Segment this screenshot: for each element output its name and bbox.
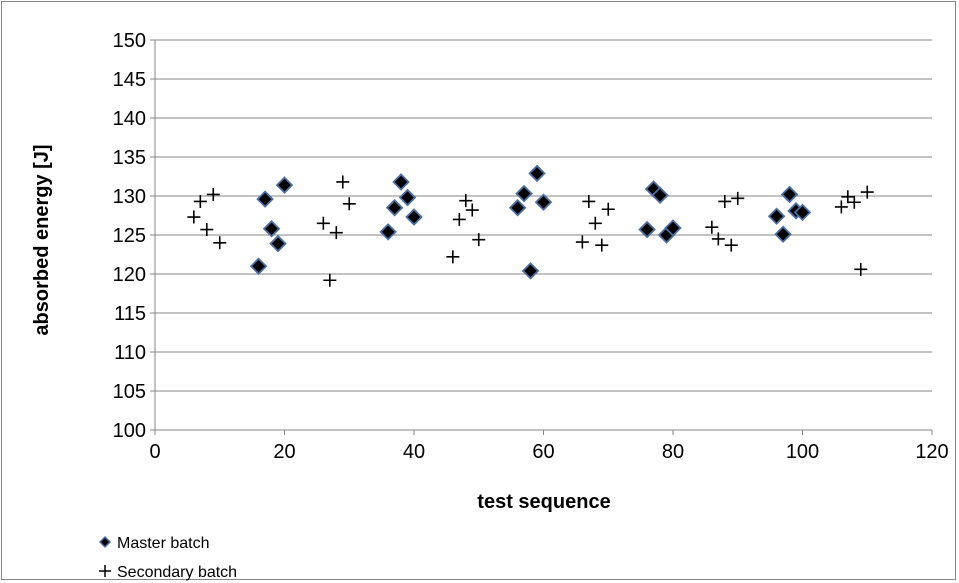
data-point-diamond: [651, 186, 669, 204]
y-tick-label: 125: [113, 225, 146, 247]
data-point-diamond: [385, 198, 404, 217]
data-point-diamond: [664, 219, 682, 237]
x-axis-title: test sequence: [477, 491, 610, 513]
data-point-diamond: [392, 173, 410, 191]
x-tick-label: 100: [786, 441, 819, 463]
y-tick-label: 100: [113, 420, 146, 442]
legend-label-master-batch: Master batch: [117, 535, 209, 552]
data-point-diamond: [405, 208, 423, 226]
data-point-diamond: [774, 225, 792, 243]
series-0: [249, 164, 812, 280]
y-tick-label: 130: [113, 186, 146, 208]
x-tick-label: 120: [915, 441, 948, 463]
data-point-diamond: [256, 190, 274, 208]
y-tick-label: 150: [113, 30, 146, 52]
data-point-diamond: [262, 219, 281, 238]
data-point-plus: [718, 194, 732, 208]
y-tick-label: 105: [113, 381, 146, 403]
data-point-plus: [187, 210, 201, 224]
series-1: [187, 175, 874, 287]
legend: Master batch Secondary batch: [98, 535, 237, 581]
legend-item-master-batch: Master batch: [98, 535, 209, 552]
data-point-diamond: [521, 262, 540, 280]
data-point-plus: [575, 235, 589, 249]
data-point-plus: [336, 175, 350, 189]
data-point-plus: [193, 194, 207, 208]
x-tick-label: 20: [273, 441, 295, 463]
data-point-diamond: [398, 188, 417, 207]
data-point-plus: [465, 203, 479, 217]
data-point-diamond: [508, 198, 527, 217]
data-marks: [187, 164, 874, 287]
data-point-plus: [342, 197, 356, 211]
y-tick-label: 145: [113, 69, 146, 91]
x-tick-label: 60: [532, 441, 554, 463]
data-point-plus: [601, 202, 615, 216]
legend-item-secondary-batch: Secondary batch: [99, 564, 237, 581]
data-point-plus: [446, 250, 460, 264]
y-tick-label: 140: [113, 108, 146, 130]
y-axis-title: absorbed energy [J]: [31, 144, 53, 335]
data-point-plus: [200, 223, 214, 237]
legend-marker-diamond: [98, 535, 112, 549]
y-tick-label: 115: [114, 303, 146, 325]
data-point-diamond: [534, 193, 553, 212]
data-point-plus: [711, 232, 725, 246]
data-point-plus: [316, 216, 330, 230]
x-tick-label: 40: [403, 441, 425, 463]
data-point-plus: [847, 195, 861, 209]
data-point-diamond: [528, 164, 546, 183]
x-tick-label: 0: [149, 441, 160, 463]
y-tick-label: 120: [113, 264, 146, 286]
grid-lines: [155, 39, 932, 392]
data-point-diamond: [275, 176, 294, 194]
data-point-plus: [854, 262, 868, 276]
data-point-diamond: [638, 220, 656, 239]
y-axis-ticks: 100 105 110 115 120 125 130 135 140 145 150: [113, 30, 155, 442]
data-point-diamond: [515, 184, 533, 203]
y-tick-label: 135: [113, 147, 146, 169]
data-point-plus: [588, 216, 602, 230]
data-point-diamond: [379, 223, 397, 241]
legend-label-secondary-batch: Secondary batch: [117, 564, 237, 581]
data-point-diamond: [793, 203, 812, 222]
data-point-plus: [472, 233, 486, 247]
data-point-plus: [860, 185, 874, 199]
data-point-plus: [323, 273, 337, 287]
data-point-diamond: [780, 185, 799, 204]
data-point-plus: [841, 190, 855, 204]
data-point-plus: [834, 200, 848, 214]
data-point-plus: [459, 194, 473, 208]
data-point-plus: [595, 238, 609, 252]
data-point-plus: [731, 191, 745, 205]
data-point-diamond: [269, 234, 287, 253]
x-tick-label: 80: [662, 441, 684, 463]
data-point-plus: [206, 187, 220, 201]
y-tick-label: 110: [114, 342, 146, 364]
x-axis-ticks: 0 20 40 60 80 100 120: [149, 430, 949, 463]
data-point-diamond: [249, 257, 268, 275]
data-point-plus: [705, 220, 719, 234]
data-point-diamond: [767, 207, 786, 226]
data-point-plus: [452, 212, 466, 226]
legend-marker-plus: [99, 565, 111, 577]
data-point-plus: [724, 238, 738, 252]
data-point-plus: [329, 226, 343, 240]
data-point-plus: [213, 236, 227, 250]
data-point-plus: [582, 194, 596, 208]
